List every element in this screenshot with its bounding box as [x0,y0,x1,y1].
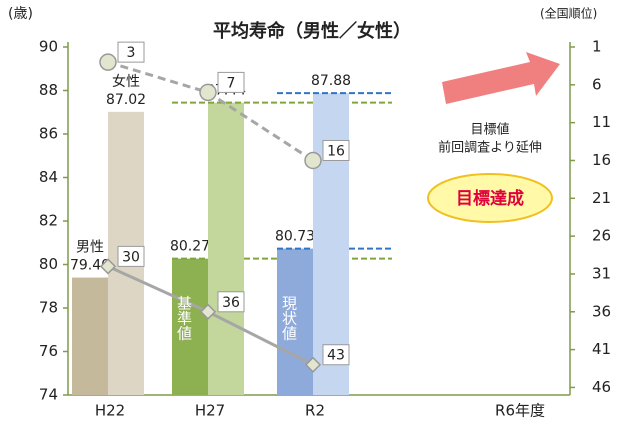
x-tick-label: H27 [195,402,225,420]
y2-tick-label: 46 [592,378,611,396]
value-label: 80.73 [275,229,315,245]
rank-label: 3 [127,45,136,61]
y-tick-label: 88 [39,81,58,99]
rank-box [217,291,245,313]
rank-marker [304,356,322,373]
annotation: 目標値 [470,122,509,138]
y-tick-label: 76 [39,342,58,360]
rank-marker [304,151,322,170]
y2-tick-label: 36 [592,302,611,320]
rank-label: 7 [227,75,236,91]
value-label: 87.88 [311,73,351,89]
y2-axis-label: (全国順位) [540,6,597,21]
x-tick-label: R6年度 [495,402,545,420]
y-tick-label: 74 [39,386,58,404]
rank-box [322,139,350,161]
x-tick-label: H22 [95,402,125,420]
y-axis-label: (歳) [8,6,33,22]
rank-label: 30 [122,249,140,265]
y2-tick-label: 6 [592,75,602,93]
badge-label: 目標達成 [456,188,524,209]
y-tick-label: 86 [39,125,58,143]
bar [172,258,208,395]
rank-box [217,71,245,93]
value-label: 87.02 [106,92,146,108]
y-tick-label: 90 [39,38,58,56]
y-tick-label: 84 [39,168,58,186]
y2-tick-label: 21 [592,189,611,207]
y2-tick-label: 41 [592,340,611,358]
bar-annotation: 基準値 [175,296,193,341]
value-label: 79.40 [70,258,110,274]
rank-marker [199,83,217,102]
bar [208,102,244,396]
rank-box [117,41,145,63]
bar [72,277,108,395]
rank-label: 16 [327,143,345,159]
y2-tick-label: 26 [592,227,611,245]
y-tick-label: 78 [39,299,58,317]
y2-tick-label: 1 [592,38,602,56]
legend-label: 男性 [76,240,104,256]
rank-marker [99,258,117,275]
y-tick-label: 80 [39,255,58,273]
x-tick-label: R2 [305,402,325,420]
annotation: 前回調査より延伸 [438,140,542,156]
rank-label: 36 [222,295,240,311]
bar [277,248,313,395]
y2-tick-label: 16 [592,151,611,169]
value-label: 80.27 [170,239,210,255]
bar-annotation: 現状値 [280,296,298,341]
rank-label: 43 [327,348,345,364]
y-tick-label: 82 [39,212,58,230]
rank-box [117,245,145,267]
rank-marker [199,303,217,320]
rank-box [322,344,350,366]
rank-marker [99,53,117,71]
legend-label: 女性 [112,73,140,90]
y2-tick-label: 11 [592,113,611,131]
badge [427,173,553,223]
y2-tick-label: 31 [592,264,611,282]
chart-title: 平均寿命（男性／女性） [213,20,411,42]
arrow [442,52,560,104]
